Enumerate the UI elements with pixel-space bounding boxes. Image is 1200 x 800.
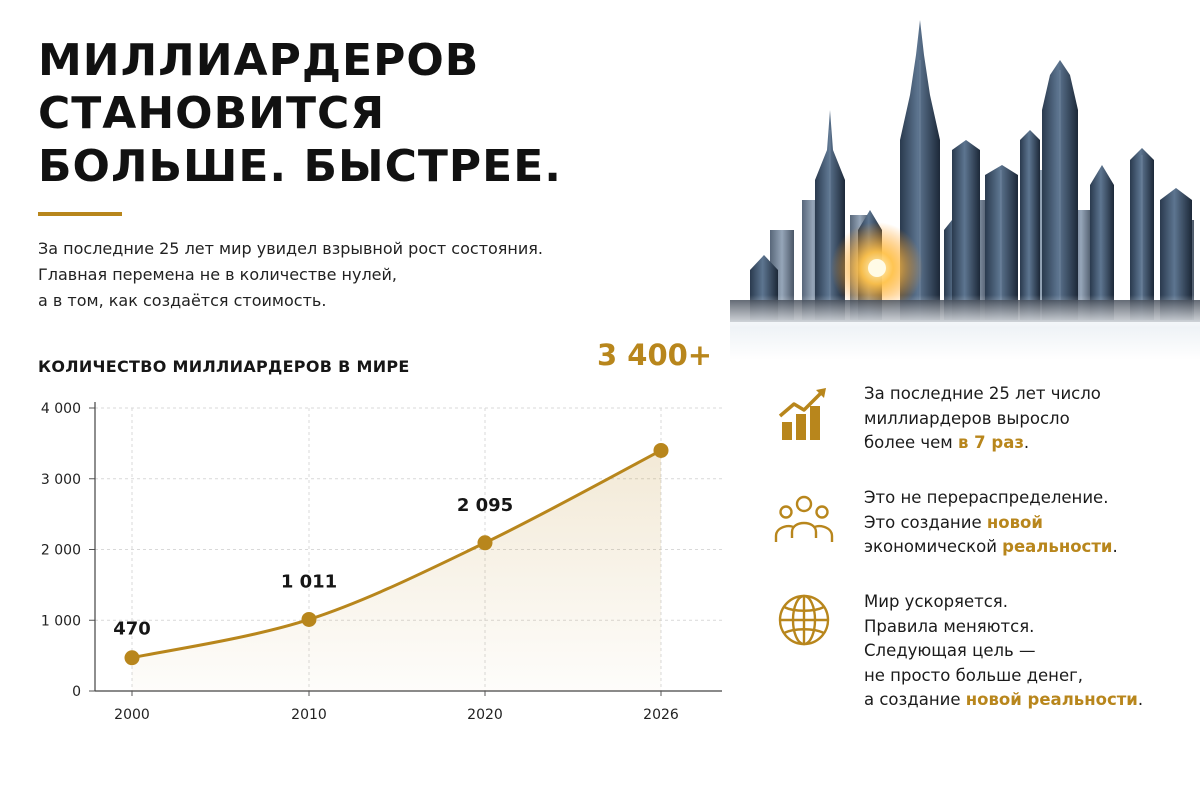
chart-title: КОЛИЧЕСТВО МИЛЛИАРДЕРОВ В МИРЕ: [38, 357, 410, 376]
y-tick-label: 2 000: [41, 543, 81, 559]
title-accent-bar: [38, 212, 122, 216]
intro-line-3: а в том, как создаётся стоимость.: [38, 291, 327, 310]
fact-creation-highlight-1: новой: [986, 512, 1043, 532]
x-tick-label: 2020: [467, 707, 503, 723]
intro-paragraph: За последние 25 лет мир увидел взрывной …: [38, 236, 678, 314]
series-area: [132, 450, 661, 691]
series-line: [131, 449, 662, 660]
fact-acceleration-line-5-end: .: [1137, 690, 1144, 709]
x-tick-label: 2010: [291, 707, 327, 723]
fact-creation-highlight-2: реальности: [1002, 537, 1113, 556]
title-line-2: СТАНОВИТСЯ: [38, 88, 386, 139]
fact-creation-line-3-end: .: [1112, 537, 1118, 556]
data-point: [124, 650, 140, 666]
fact-creation-line-2: Это создание новой: [864, 511, 1194, 536]
fact-growth-line-1: За последние 25 лет число: [864, 384, 1101, 403]
data-label: 470: [113, 619, 151, 640]
city-skyline-illustration: [730, 20, 1200, 360]
fact-acceleration-line-3: Следующая цель —: [864, 641, 1036, 660]
globe-icon: [778, 594, 830, 646]
y-tick-label: 0: [72, 684, 81, 700]
x-tick-label: 2000: [114, 707, 150, 723]
fact-growth-line-3-text: более чем: [864, 433, 958, 452]
fact-growth-highlight: в 7 раз: [957, 433, 1024, 452]
title-line-3: БОЛЬШЕ. БЫСТРЕЕ.: [38, 141, 562, 192]
fact-growth-text: За последние 25 лет число миллиардеров в…: [864, 382, 1194, 456]
intro-line-1: За последние 25 лет мир увидел взрывной …: [38, 239, 543, 258]
chart-callout-value: 3 400+: [597, 338, 713, 372]
fact-creation-line-1: Это не перераспределение.: [864, 488, 1109, 507]
y-tick-label: 3 000: [41, 472, 81, 488]
fact-growth-line-3: более чем в 7 раз.: [864, 431, 1194, 456]
data-point: [653, 442, 669, 458]
billionaires-line-chart: 0 1 000 2 000 3 000 4 000 2000 2010 2020 2026 470…: [41, 401, 722, 723]
intro-line-2: Главная перемена не в количестве нулей,: [38, 265, 398, 284]
y-tick-label: 4 000: [41, 401, 81, 417]
growth-chart-icon: [778, 388, 826, 440]
data-point: [301, 611, 317, 627]
y-tick-label: 1 000: [41, 613, 81, 629]
title-line-1: МИЛЛИАРДЕРОВ: [38, 35, 480, 86]
fact-growth-line-2: миллиардеров выросло: [864, 408, 1070, 428]
page-title: МИЛЛИАРДЕРОВ СТАНОВИТСЯ БОЛЬШЕ. БЫСТРЕЕ.: [38, 34, 678, 193]
data-point: [477, 535, 493, 551]
fact-acceleration-highlight: новой реальности: [965, 690, 1138, 709]
x-tick-label: 2026: [643, 707, 679, 723]
fact-acceleration-line-2: Правила меняются.: [864, 616, 1035, 636]
data-label: 1 011: [281, 571, 337, 592]
fact-creation-line-2-text: Это создание: [864, 512, 987, 532]
fact-creation-line-3-text: экономической: [864, 537, 1003, 556]
fact-creation-text: Это не перераспределение. Это создание н…: [864, 486, 1194, 560]
fact-acceleration-line-5-text: а создание: [864, 690, 966, 709]
fact-acceleration-line-5: а создание новой реальности.: [864, 688, 1194, 713]
people-group-icon: [774, 495, 834, 542]
fact-acceleration-line-4: не просто больше денег,: [864, 665, 1084, 685]
fact-acceleration-text: Мир ускоряется. Правила меняются. Следую…: [864, 590, 1194, 713]
fact-creation-line-3: экономической реальности.: [864, 535, 1194, 560]
fact-acceleration-line-1: Мир ускоряется.: [864, 592, 1008, 611]
fact-growth-line-3-end: .: [1023, 433, 1030, 452]
data-label: 2 095: [457, 495, 513, 516]
